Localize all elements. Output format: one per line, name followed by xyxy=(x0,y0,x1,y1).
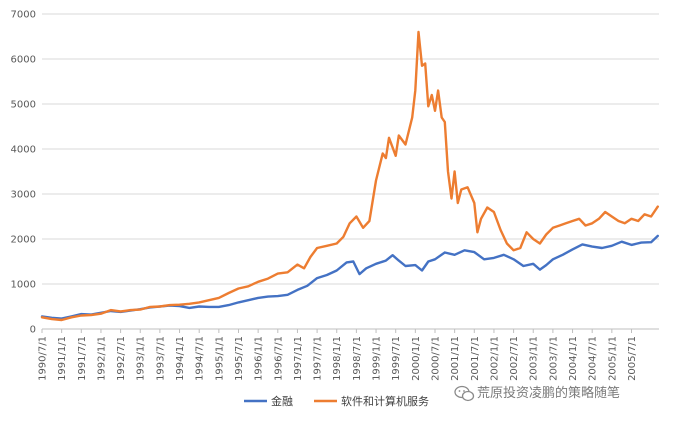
watermark-text: 荒原投资凌鹏的策略随笔 xyxy=(477,385,620,401)
x-tick-label: 1998/1/1 xyxy=(332,336,343,381)
x-tick-label: 1998/7/1 xyxy=(352,336,363,381)
x-tick-label: 2000/1/1 xyxy=(411,336,422,381)
x-tick-label: 2005/7/1 xyxy=(627,336,638,381)
series-line-2 xyxy=(40,30,659,322)
x-tick-label: 1991/1/1 xyxy=(57,336,68,381)
x-tick-label: 1992/1/1 xyxy=(96,336,107,381)
x-tick-label: 2002/7/1 xyxy=(509,336,520,381)
x-axis-tick-labels: 1990/7/1 1991/1/1 1991/7/1 1992/1/1 1992/7/1… xyxy=(38,336,638,381)
x-tick-label: 1990/7/1 xyxy=(38,336,49,381)
x-tick-label: 1992/7/1 xyxy=(116,336,127,381)
x-tick-label: 1997/1/1 xyxy=(293,336,304,381)
x-tick-label: 1993/1/1 xyxy=(136,336,147,381)
x-tick-label: 2003/7/1 xyxy=(548,336,559,381)
x-tick-label: 1996/7/1 xyxy=(273,336,284,381)
x-tick-label: 2000/7/1 xyxy=(430,336,441,381)
grid-lines xyxy=(42,13,659,285)
legend-label: 软件和计算机服务 xyxy=(341,394,429,408)
x-tick-label: 1994/1/1 xyxy=(175,336,186,381)
x-tick-label: 2002/1/1 xyxy=(489,336,500,381)
x-axis xyxy=(41,328,659,333)
x-tick-label: 1991/7/1 xyxy=(77,336,88,381)
wechat-icon xyxy=(454,385,475,402)
x-tick-label: 2005/1/1 xyxy=(607,336,618,381)
x-tick-label: 1999/7/1 xyxy=(391,336,402,381)
y-tick-label: 3000 xyxy=(11,190,36,201)
y-tick-label: 1000 xyxy=(11,280,36,291)
x-tick-label: 1995/1/1 xyxy=(214,336,225,381)
legend: 金融 软件和计算机服务 xyxy=(244,394,429,408)
x-tick-label: 2001/7/1 xyxy=(470,336,481,381)
series-line-1 xyxy=(40,234,659,320)
x-tick-label: 2001/1/1 xyxy=(450,336,461,381)
x-tick-label: 1994/7/1 xyxy=(195,336,206,381)
y-tick-label: 4000 xyxy=(11,145,36,156)
x-tick-label: 2004/7/1 xyxy=(588,336,599,381)
y-tick-label: 0 xyxy=(30,325,36,336)
x-tick-label: 1999/1/1 xyxy=(372,336,383,381)
legend-label: 金融 xyxy=(271,394,293,408)
y-tick-label: 5000 xyxy=(11,100,36,111)
y-tick-label: 7000 xyxy=(11,10,36,21)
x-tick-label: 1997/7/1 xyxy=(313,336,324,381)
x-tick-label: 1996/1/1 xyxy=(254,336,265,381)
y-tick-label: 2000 xyxy=(11,235,36,246)
y-axis-tick-labels: 0 1000 2000 3000 4000 5000 6000 7000 xyxy=(11,10,36,336)
watermark: 荒原投资凌鹏的策略随笔 xyxy=(454,385,620,402)
x-tick-label: 2004/1/1 xyxy=(568,336,579,381)
x-tick-label: 2003/1/1 xyxy=(529,336,540,381)
y-tick-label: 6000 xyxy=(11,55,36,66)
x-tick-label: 1995/7/1 xyxy=(234,336,245,381)
series-lines xyxy=(40,30,659,322)
x-tick-label: 1993/7/1 xyxy=(155,336,166,381)
